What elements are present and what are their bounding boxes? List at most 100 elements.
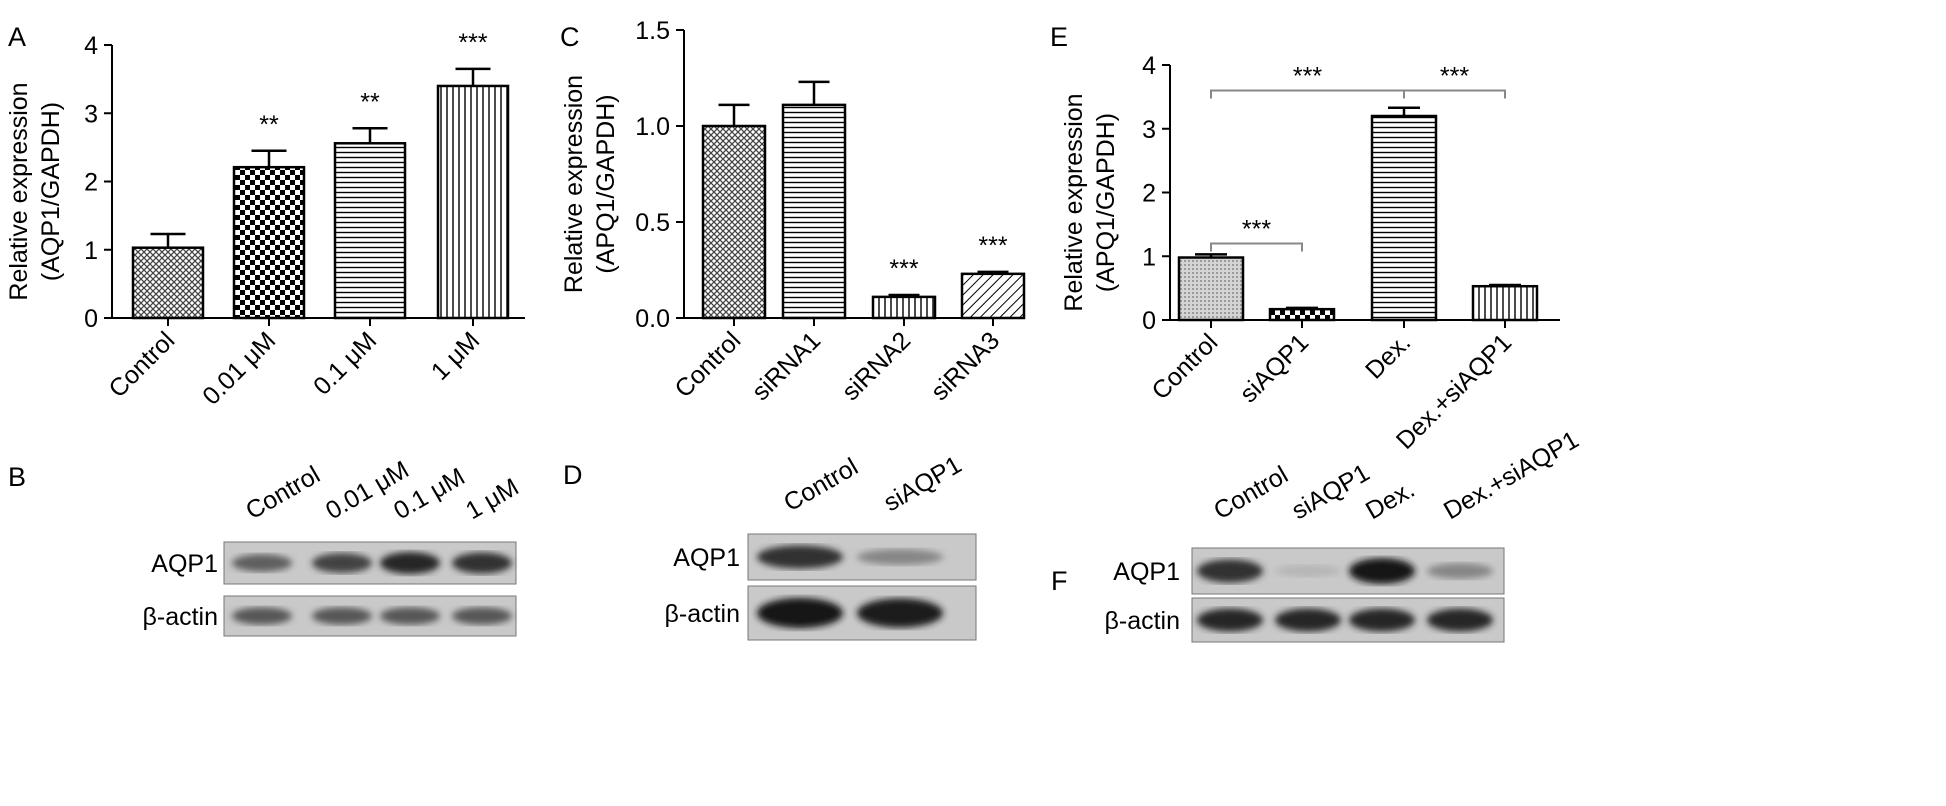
significance-marker: ***	[1242, 216, 1271, 244]
blot-row-label: β-actin	[664, 600, 740, 628]
y-tick-label: 2	[1142, 180, 1156, 208]
panel-label-a: A	[8, 22, 26, 52]
panel-label-d: D	[563, 460, 583, 490]
protein-band	[757, 597, 843, 629]
y-tick-label: 1.5	[635, 17, 670, 45]
x-tick-label: Control	[1146, 328, 1223, 405]
bar	[1268, 307, 1336, 322]
blot-row-label: AQP1	[151, 550, 218, 578]
y-tick-label: 3	[84, 100, 98, 128]
y-tick-label: 0.0	[635, 305, 670, 333]
protein-band	[1197, 559, 1263, 583]
x-tick-label: siRNA1	[747, 326, 827, 406]
y-tick-label: 0.5	[635, 209, 670, 237]
x-tick-label: Control	[103, 326, 180, 403]
blot-row-label: AQP1	[1113, 558, 1180, 586]
bar	[1177, 256, 1245, 322]
protein-band	[757, 545, 843, 569]
protein-band	[380, 552, 440, 574]
protein-band	[1275, 608, 1341, 632]
y-tick-label: 3	[1142, 116, 1156, 144]
y-axis-label-a: Relative expression	[5, 82, 33, 300]
x-tick-label: 1 μM	[426, 326, 485, 385]
y-tick-label: 4	[1142, 52, 1156, 80]
protein-band	[1349, 558, 1415, 584]
y-tick-label: 0	[1142, 307, 1156, 335]
blot-lane-label: Control	[1209, 461, 1293, 526]
y-tick-label: 4	[84, 32, 98, 60]
protein-band	[312, 607, 372, 625]
x-tick-label: 0.1 μM	[308, 326, 382, 400]
y-axis-label-e-units: (APQ1/GAPDH)	[1092, 113, 1120, 292]
bar	[701, 124, 767, 320]
y-tick-label: 1.0	[635, 113, 670, 141]
significance-marker: **	[259, 111, 279, 139]
protein-band	[232, 554, 292, 572]
x-tick-label: 0.01 μM	[197, 326, 281, 410]
significance-marker: ***	[889, 255, 918, 283]
protein-band	[1349, 608, 1415, 632]
bar	[960, 272, 1026, 320]
panel-label-e: E	[1050, 22, 1068, 52]
significance-bracket	[1403, 89, 1506, 99]
x-tick-label: siRNA2	[837, 326, 917, 406]
significance-marker: ***	[1293, 63, 1322, 91]
blot-lane-label: Dex.+siAQP1	[1439, 426, 1584, 526]
chart-e: 0 1 2 3 4 Relative expression (APQ1/GAPDH) Cont…	[1060, 52, 1560, 455]
y-tick-label: 1	[84, 237, 98, 265]
y-axis-label-c-units: (APQ1/GAPDH)	[592, 94, 620, 273]
protein-band	[452, 607, 512, 625]
chart-c: 0.0 0.5 1.0 1.5 Relative expression (APQ1/GAP…	[560, 17, 1026, 406]
protein-band	[1427, 608, 1493, 632]
y-tick-label: 2	[84, 169, 98, 197]
significance-marker: ***	[978, 232, 1007, 260]
x-tick-label: siRNA3	[926, 326, 1006, 406]
x-tick-label: Dex.	[1360, 328, 1416, 384]
protein-band	[857, 549, 943, 565]
bar	[871, 295, 937, 320]
bar	[232, 165, 306, 320]
panel-label-c: C	[560, 22, 580, 52]
bar	[781, 103, 847, 320]
significance-bracket	[1210, 242, 1303, 252]
bar	[131, 246, 205, 320]
blot-row-label: β-actin	[142, 603, 218, 631]
y-tick-label: 0	[84, 305, 98, 333]
significance-marker: ***	[1440, 63, 1469, 91]
y-axis-label-a-units: (AQP1/GAPDH)	[37, 102, 65, 281]
y-tick-label: 1	[1142, 243, 1156, 271]
bar	[436, 84, 510, 320]
protein-band	[380, 607, 440, 625]
protein-band	[1427, 563, 1493, 579]
panel-label-b: B	[8, 462, 26, 492]
bar	[1471, 284, 1539, 322]
significance-marker: **	[360, 88, 380, 116]
x-tick-label: siAQP1	[1235, 328, 1315, 408]
protein-band	[1275, 565, 1341, 577]
bar	[333, 142, 407, 320]
western-blot-d: AQP1 β-actin Control siAQP1	[664, 451, 977, 641]
protein-band	[1197, 608, 1263, 632]
blot-row-label: AQP1	[673, 544, 740, 572]
protein-band	[232, 607, 292, 625]
chart-a: 0 1 2 3 4 Relative expression (AQP1/GAPDH) Cont…	[5, 29, 525, 410]
blot-row-label: β-actin	[1104, 607, 1180, 635]
blot-lane-label: Control	[779, 453, 863, 518]
protein-band	[452, 552, 512, 574]
panel-label-f: F	[1051, 566, 1068, 596]
protein-band	[312, 553, 372, 573]
significance-bracket	[1210, 89, 1405, 99]
x-tick-label: Control	[669, 326, 746, 403]
blot-lane-label: siAQP1	[879, 451, 966, 518]
y-axis-label-c: Relative expression	[560, 75, 588, 293]
y-axis-label-e: Relative expression	[1060, 93, 1088, 311]
blot-lane-label: siAQP1	[1287, 459, 1374, 526]
protein-band	[857, 598, 943, 628]
blot-lane-label: 1 μM	[461, 473, 524, 525]
significance-marker: ***	[458, 29, 487, 57]
bar	[1370, 114, 1438, 322]
blot-lane-label: Control	[241, 461, 325, 526]
